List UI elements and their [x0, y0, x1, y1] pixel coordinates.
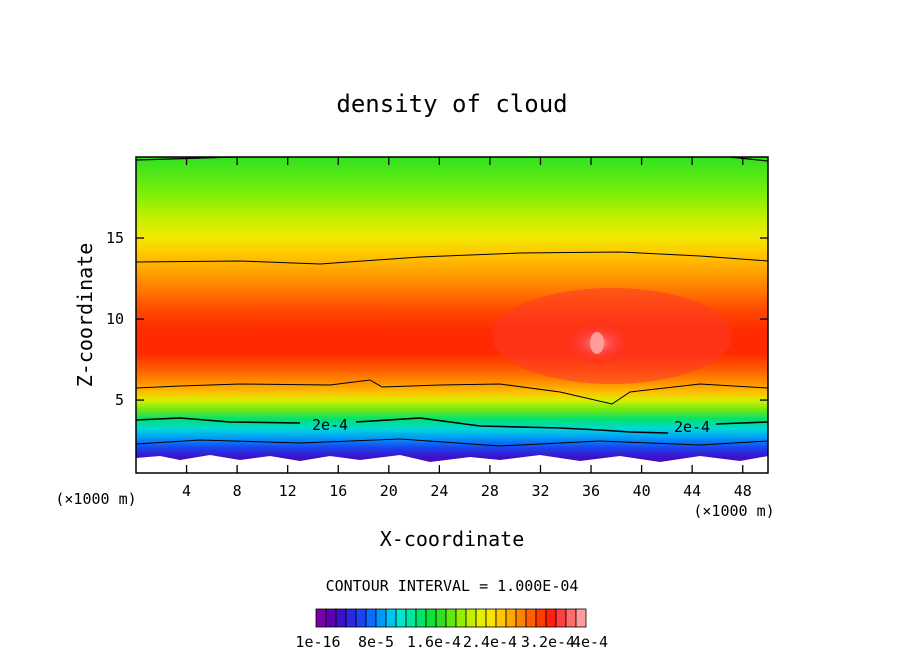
colorbar-swatch	[375, 608, 387, 628]
colorbar-swatch	[515, 608, 527, 628]
colorbar-swatch	[495, 608, 507, 628]
x-tick-label: 40	[633, 482, 651, 500]
colorbar	[315, 608, 587, 628]
colorbar-swatch	[365, 608, 377, 628]
colorbar-swatch	[535, 608, 547, 628]
y-axis-label: Z-coordinate	[73, 243, 97, 388]
x-tick-label: 36	[582, 482, 600, 500]
colorbar-swatch	[355, 608, 367, 628]
x-tick-label: 4	[182, 482, 191, 500]
colorbar-swatch	[565, 608, 577, 628]
colorbar-swatch	[395, 608, 407, 628]
chart-title: density of cloud	[336, 90, 567, 118]
x-axis-ticks: 4 8 12 16 20 24 28 32 36 40 44 48	[182, 157, 752, 500]
colorbar-swatch	[335, 608, 347, 628]
contour-interval-text: CONTOUR INTERVAL = 1.000E-04	[326, 577, 579, 595]
colorbar-swatch	[575, 608, 587, 628]
cloud-base-boundary	[136, 455, 768, 473]
contour-label: 2e-4	[312, 416, 348, 434]
colorbar-swatch	[485, 608, 497, 628]
plot-area	[136, 157, 768, 473]
y-axis-ticks: 5 10 15	[106, 229, 768, 409]
colorbar-swatch	[425, 608, 437, 628]
colorbar-swatch	[385, 608, 397, 628]
plot-frame	[135, 156, 769, 474]
x-tick-label: 16	[329, 482, 347, 500]
colorbar-labels: 1e-16 8e-5 1.6e-4 2.4e-4 3.2e-44e-4	[295, 633, 608, 651]
colorbar-swatch	[475, 608, 487, 628]
colorbar-swatch	[405, 608, 417, 628]
colorbar-swatch	[315, 608, 327, 628]
colorbar-label: 3.2e-4	[521, 633, 575, 651]
colorbar-swatch	[465, 608, 477, 628]
y-tick-label: 10	[106, 310, 124, 328]
cloud-peak-spot	[590, 332, 604, 354]
colorbar-label: 1.6e-4	[407, 633, 461, 651]
y-unit-label: (×1000 m)	[55, 490, 136, 508]
colorbar-swatch	[455, 608, 467, 628]
x-tick-label: 12	[279, 482, 297, 500]
colorbar-swatch	[325, 608, 337, 628]
contour-line-middle	[136, 379, 768, 405]
x-tick-label: 44	[683, 482, 701, 500]
colorbar-swatch	[345, 608, 357, 628]
colorbar-swatch	[445, 608, 457, 628]
x-tick-label: 8	[233, 482, 242, 500]
x-tick-label: 48	[734, 482, 752, 500]
x-tick-label: 32	[531, 482, 549, 500]
colorbar-swatch	[505, 608, 517, 628]
y-tick-label: 15	[106, 229, 124, 247]
x-unit-label: (×1000 m)	[693, 502, 774, 520]
x-tick-label: 20	[380, 482, 398, 500]
contour-label: 2e-4	[674, 418, 710, 436]
x-axis-label: X-coordinate	[380, 527, 525, 551]
colorbar-swatch	[415, 608, 427, 628]
colorbar-swatch	[525, 608, 537, 628]
contour-line-lower	[136, 438, 768, 447]
colorbar-label: 8e-5	[358, 633, 394, 651]
colorbar-swatch	[435, 608, 447, 628]
y-tick-label: 5	[115, 391, 124, 409]
contour-line-2e-4	[136, 417, 768, 434]
x-tick-label: 24	[430, 482, 448, 500]
colorbar-label: 4e-4	[572, 633, 608, 651]
colorbar-swatch	[555, 608, 567, 628]
contour-line-upper	[136, 251, 768, 265]
colorbar-label: 2.4e-4	[463, 633, 517, 651]
colorbar-label: 1e-16	[295, 633, 340, 651]
x-tick-label: 28	[481, 482, 499, 500]
colorbar-swatch	[545, 608, 557, 628]
